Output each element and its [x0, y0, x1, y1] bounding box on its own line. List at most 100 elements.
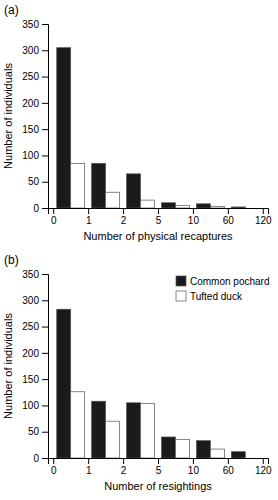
tick-label: 1 [86, 465, 92, 476]
y-tick: 150 [22, 374, 48, 385]
x-axis: 01251060120 [49, 458, 273, 476]
legend-label: Common pochard [190, 276, 269, 287]
tick-mark [42, 77, 48, 78]
y-tick: 50 [28, 426, 48, 437]
bar [245, 458, 259, 459]
tick-label: 150 [22, 374, 39, 385]
y-tick: 350 [22, 269, 48, 280]
legend: Common pochard Tufted duck [176, 276, 269, 302]
tick-mark [88, 458, 89, 464]
tick-label: 5 [156, 215, 162, 226]
bar [57, 309, 71, 458]
tick-label: 0 [33, 453, 39, 464]
tick-mark [88, 208, 89, 214]
y-axis: 0 50 100 150 200 250 300 350 [22, 19, 48, 214]
tick-mark [42, 274, 48, 275]
bar [196, 204, 210, 208]
x-tick: 10 [188, 208, 200, 226]
tick-label: 10 [188, 215, 200, 226]
tick-label: 200 [22, 98, 39, 109]
y-tick: 100 [22, 400, 48, 411]
tick-label: 250 [22, 321, 39, 332]
bar [71, 163, 85, 208]
tick-label: 50 [28, 426, 40, 437]
tick-mark [42, 379, 48, 380]
tick-mark [42, 458, 48, 459]
tick-label: 350 [22, 269, 39, 280]
tick-mark [53, 458, 54, 464]
tick-label: 2 [121, 465, 127, 476]
y-tick: 100 [22, 150, 48, 161]
tick-mark [42, 182, 48, 183]
tick-mark [158, 458, 159, 464]
tick-mark [42, 50, 48, 51]
legend-item: Tufted duck [176, 291, 243, 302]
bar [127, 174, 141, 208]
bar [210, 206, 224, 208]
y-tick: 150 [22, 124, 48, 135]
panel-label: (b) [4, 253, 19, 267]
tick-label: 120 [255, 215, 272, 226]
legend-swatch [176, 291, 186, 301]
bar [175, 440, 189, 458]
tick-label: 0 [51, 465, 57, 476]
axis-line [49, 209, 269, 215]
tick-label: 250 [22, 71, 39, 82]
bar [231, 207, 245, 208]
bar [175, 205, 189, 208]
legend-label: Tufted duck [190, 291, 243, 302]
tick-mark [42, 103, 48, 104]
y-tick: 0 [33, 203, 48, 214]
x-tick: 60 [223, 458, 235, 476]
x-axis-title: Number of resightings [104, 480, 212, 492]
bar [57, 48, 71, 208]
tick-label: 150 [22, 124, 39, 135]
y-tick: 300 [22, 45, 48, 56]
tick-label: 60 [223, 465, 235, 476]
y-axis-title: Number of individuals [2, 313, 14, 419]
x-tick: 0 [51, 208, 57, 226]
tick-mark [42, 353, 48, 354]
tick-label: 120 [255, 465, 272, 476]
x-tick: 5 [156, 208, 162, 226]
bar [127, 403, 141, 458]
tick-mark [42, 432, 48, 433]
x-tick: 2 [121, 458, 127, 476]
bar [161, 203, 175, 208]
tick-mark [158, 208, 159, 214]
tick-label: 60 [223, 215, 235, 226]
x-tick: 0 [51, 458, 57, 476]
tick-mark [42, 300, 48, 301]
tick-label: 1 [86, 215, 92, 226]
tick-label: 100 [22, 150, 39, 161]
x-tick: 1 [86, 458, 92, 476]
y-tick: 200 [22, 348, 48, 359]
tick-mark [193, 458, 194, 464]
bar [196, 441, 210, 458]
tick-label: 10 [188, 465, 200, 476]
bar [92, 163, 106, 208]
tick-label: 300 [22, 295, 39, 306]
x-tick: 120 [255, 458, 272, 476]
axis-line [42, 275, 49, 459]
tick-mark [263, 208, 264, 214]
tick-label: 200 [22, 348, 39, 359]
y-tick: 250 [22, 71, 48, 82]
panel: 05010015020025030035001251060120Number o… [2, 3, 272, 242]
legend-swatch [176, 276, 186, 286]
bar [141, 200, 155, 208]
y-axis-title: Number of individuals [2, 63, 14, 169]
tick-mark [123, 208, 124, 214]
tick-label: 300 [22, 45, 39, 56]
plot-area [57, 48, 246, 208]
x-axis: 01251060120 [49, 208, 273, 226]
tick-mark [263, 458, 264, 464]
y-tick: 50 [28, 176, 48, 187]
tick-label: 350 [22, 19, 39, 30]
y-tick: 250 [22, 321, 48, 332]
bar [141, 403, 155, 458]
plot-area [57, 309, 246, 458]
bar [210, 449, 224, 458]
tick-mark [228, 208, 229, 214]
tick-label: 100 [22, 400, 39, 411]
